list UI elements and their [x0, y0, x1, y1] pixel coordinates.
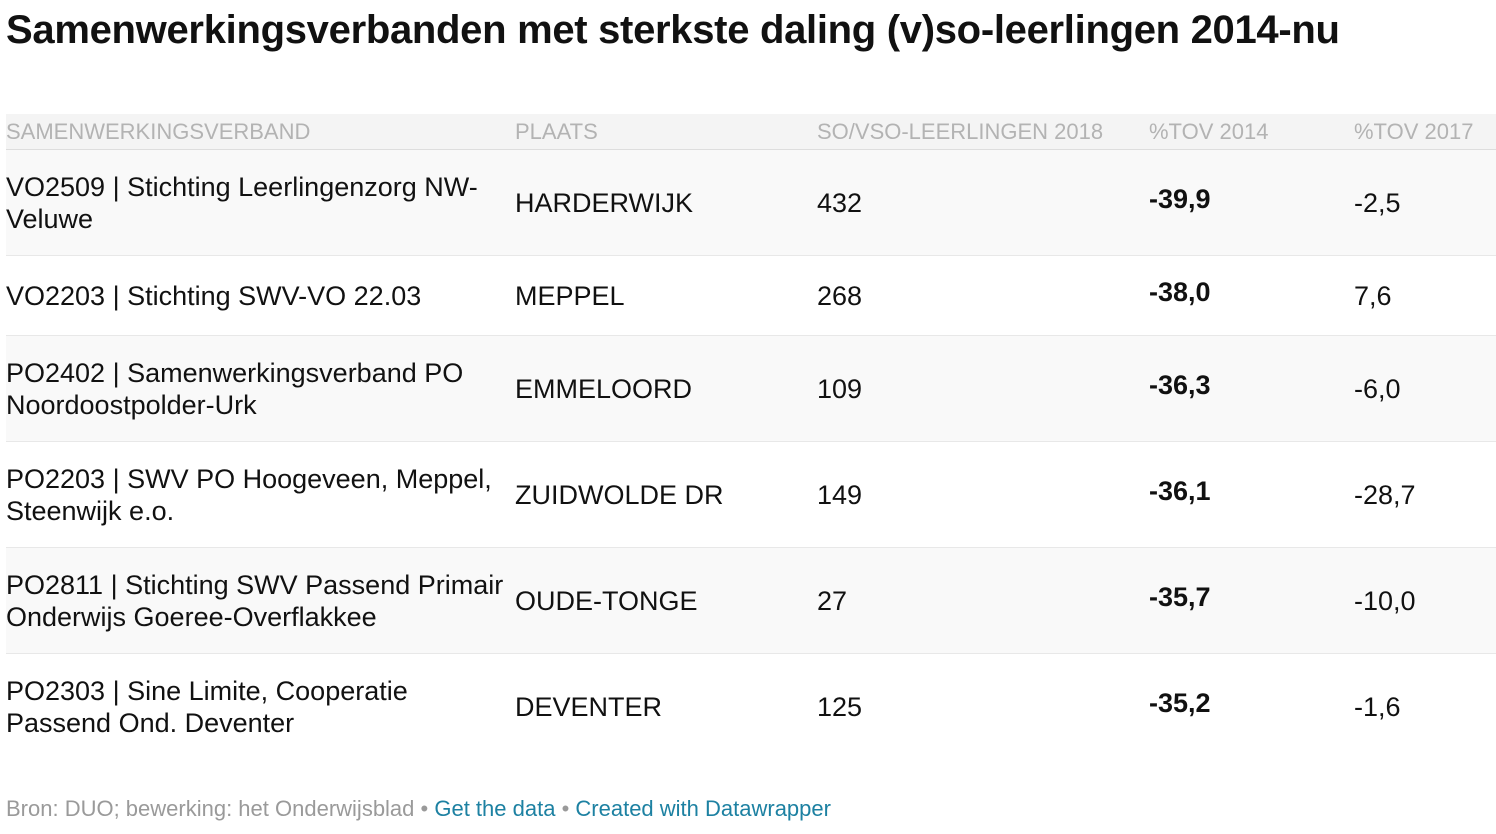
table-row: VO2203 | Stichting SWV-VO 22.03 MEPPEL 2… [6, 256, 1496, 336]
cell-tov-2014: -36,1 [1149, 475, 1354, 511]
created-with-datawrapper-link[interactable]: Created with Datawrapper [575, 796, 831, 821]
column-header-tov-2014[interactable]: %TOV 2014 [1149, 118, 1269, 144]
cell-tov-2017: -1,6 [1354, 692, 1401, 722]
column-header-plaats[interactable]: PLAATS [515, 118, 598, 144]
cell-tov-2014-value: -36,3 [1149, 369, 1211, 400]
cell-tov-2014-value: -35,7 [1149, 581, 1211, 612]
cell-samenwerkingsverband: PO2203 | SWV PO Hoogeveen, Meppel, Steen… [6, 463, 492, 526]
cell-tov-2017: -6,0 [1354, 373, 1401, 404]
cell-samenwerkingsverband: PO2303 | Sine Limite, Cooperatie Passend… [6, 676, 408, 738]
column-header-tov-2017[interactable]: %TOV 2017 [1354, 118, 1474, 144]
cell-plaats: EMMELOORD [515, 373, 693, 404]
cell-tov-2017: -2,5 [1354, 187, 1401, 218]
cell-tov-2014-value: -35,2 [1149, 688, 1211, 718]
cell-plaats: MEPPEL [515, 280, 625, 311]
cell-tov-2017: -28,7 [1354, 479, 1416, 510]
table-row: VO2509 | Stichting Leerlingenzorg NW-Vel… [6, 150, 1496, 256]
footer-separator: • [414, 796, 435, 821]
cell-plaats: DEVENTER [515, 692, 663, 722]
cell-tov-2014: -35,2 [1149, 688, 1354, 723]
cell-samenwerkingsverband: VO2509 | Stichting Leerlingenzorg NW-Vel… [6, 171, 478, 234]
cell-plaats: ZUIDWOLDE DR [515, 479, 724, 510]
cell-samenwerkingsverband: VO2203 | Stichting SWV-VO 22.03 [6, 280, 422, 311]
cell-tov-2014: -36,3 [1149, 369, 1354, 405]
cell-tov-2014: -35,7 [1149, 581, 1354, 617]
cell-plaats: OUDE-TONGE [515, 585, 698, 616]
footer-separator: • [555, 796, 576, 821]
cell-samenwerkingsverband: PO2402 | Samenwerkingsverband PO Noordoo… [6, 357, 464, 420]
cell-leerlingen-2018: 268 [817, 280, 863, 311]
cell-leerlingen-2018: 432 [817, 187, 863, 218]
cell-tov-2014-value: -38,0 [1149, 276, 1211, 307]
cell-tov-2014-value: -36,1 [1149, 475, 1211, 506]
column-header-leerlingen-2018[interactable]: SO/VSO-LEERLINGEN 2018 [817, 118, 1104, 144]
table-row: PO2203 | SWV PO Hoogeveen, Meppel, Steen… [6, 442, 1496, 548]
get-the-data-link[interactable]: Get the data [434, 796, 556, 821]
cell-plaats: HARDERWIJK [515, 187, 694, 218]
cell-samenwerkingsverband: PO2811 | Stichting SWV Passend Primair O… [6, 569, 504, 632]
source-note: Bron: DUO; bewerking: het Onderwijsblad [6, 796, 415, 821]
table-row: PO2811 | Stichting SWV Passend Primair O… [6, 548, 1496, 654]
column-header-samenwerkingsverband[interactable]: SAMENWERKINGSVERBAND [6, 118, 311, 144]
cell-tov-2014: -39,9 [1149, 183, 1354, 219]
data-table: SAMENWERKINGSVERBAND PLAATS SO/VSO-LEERL… [6, 114, 1496, 760]
cell-leerlingen-2018: 149 [817, 479, 863, 510]
table-row: PO2303 | Sine Limite, Cooperatie Passend… [6, 654, 1496, 760]
cell-leerlingen-2018: 27 [817, 585, 848, 616]
chart-title: Samenwerkingsverbanden met sterkste dali… [6, 8, 1340, 52]
cell-leerlingen-2018: 125 [817, 692, 863, 722]
cell-tov-2014-value: -39,9 [1149, 183, 1211, 214]
cell-tov-2017: -10,0 [1354, 585, 1416, 616]
table-header-row: SAMENWERKINGSVERBAND PLAATS SO/VSO-LEERL… [6, 114, 1496, 150]
chart-footer: Bron: DUO; bewerking: het Onderwijsblad … [6, 796, 831, 822]
cell-tov-2017: 7,6 [1354, 280, 1392, 311]
table-row: PO2402 | Samenwerkingsverband PO Noordoo… [6, 336, 1496, 442]
cell-leerlingen-2018: 109 [817, 373, 863, 404]
cell-tov-2014: -38,0 [1149, 276, 1354, 312]
